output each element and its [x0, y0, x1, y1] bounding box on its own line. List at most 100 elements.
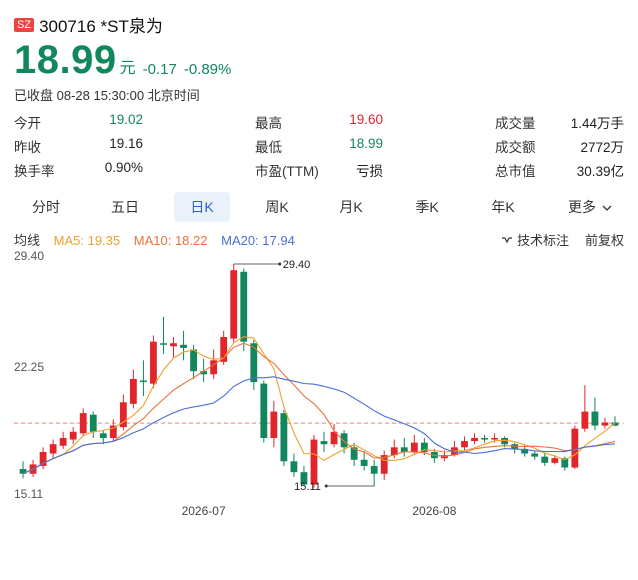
candle-body — [310, 439, 318, 485]
candle — [400, 437, 408, 457]
candle — [601, 417, 609, 429]
candle — [511, 442, 519, 454]
tab-quarterly-k[interactable]: 季K — [415, 199, 439, 215]
candle-body — [109, 425, 117, 438]
candle-body — [380, 455, 388, 474]
forward-adjust-button[interactable]: 前复权 — [584, 233, 624, 248]
market-badge: SZ — [14, 17, 35, 32]
tab-monthly-k[interactable]: 月K — [339, 199, 363, 215]
candle — [79, 408, 87, 437]
current-price: 18.99 — [14, 38, 117, 82]
candle — [310, 434, 318, 488]
candle — [250, 340, 258, 390]
candle — [200, 358, 208, 383]
candle-body — [220, 337, 228, 362]
stat-value-open: 19.02 — [109, 112, 143, 127]
candle — [330, 424, 338, 448]
ma5-label: MA5: 19.35 — [53, 233, 121, 248]
ma10-line — [22, 342, 616, 475]
y-tick-label: 15.11 — [14, 487, 43, 501]
candle — [180, 330, 187, 361]
candle — [59, 431, 67, 449]
candle-body — [410, 442, 418, 452]
candle — [109, 419, 117, 442]
stat-value-prev-close: 19.16 — [109, 136, 143, 151]
tab-more-label: 更多 — [568, 199, 597, 215]
candle-body — [230, 270, 238, 339]
stat-label-turnover-amount: 成交额 — [495, 140, 536, 155]
high-annotation-label: 29.40 — [283, 259, 311, 271]
tab-yearly-k[interactable]: 年K — [491, 199, 515, 215]
candle — [170, 337, 177, 358]
stats-row: 换手率 0.90% 市盈(TTM) 亏损 总市值 30.39亿 — [14, 160, 626, 184]
candle-body — [340, 433, 348, 448]
candle — [370, 459, 378, 486]
quote-row: 18.99 元 -0.17 -0.89% — [14, 38, 231, 82]
technical-annotation-button[interactable]: 技术标注 — [516, 233, 569, 248]
ma10-label: MA10: 18.22 — [133, 233, 208, 248]
candle — [89, 411, 97, 438]
candle — [531, 450, 539, 460]
candle — [190, 344, 197, 379]
stat-label-high: 最高 — [255, 116, 282, 131]
stat-value-low: 18.99 — [349, 136, 383, 151]
low-annotation-dot — [324, 484, 328, 488]
stats-row: 昨收 19.16 最低 18.99 成交额 2772万 — [14, 136, 626, 160]
candle — [561, 456, 569, 471]
candle-body — [150, 341, 157, 384]
candle-body — [49, 444, 57, 454]
period-tabs: 分时 五日 日K 周K 月K 季K 年K 更多 — [14, 192, 626, 222]
candle — [220, 330, 228, 365]
price-change: -0.17 — [142, 61, 177, 78]
ma-legend: 均线 MA5: 19.35 MA10: 18.22 MA20: 17.94 — [14, 230, 295, 249]
candle-body — [59, 437, 67, 446]
candle-body — [400, 447, 408, 452]
stat-label-prev-close: 昨收 — [14, 140, 41, 155]
stock-code-name: 300716 *ST泉为 — [39, 17, 163, 36]
candle-body — [180, 344, 187, 348]
candle-body — [260, 383, 268, 438]
candle-body — [160, 343, 167, 345]
candle-body — [390, 447, 398, 456]
candle-body — [420, 442, 428, 452]
stat-label-low: 最低 — [255, 140, 282, 155]
stat-label-open: 今开 — [14, 116, 41, 131]
tab-five-day[interactable]: 五日 — [111, 199, 139, 215]
stock-header: SZ 300716 *ST泉为 — [14, 12, 163, 37]
tab-weekly-k[interactable]: 周K — [265, 199, 289, 215]
candle-body — [501, 437, 509, 445]
candle — [39, 447, 47, 470]
candle — [420, 437, 428, 456]
stat-value-high: 19.60 — [349, 112, 383, 127]
candle — [260, 380, 268, 443]
candle-body — [330, 431, 338, 445]
tab-intraday[interactable]: 分时 — [32, 199, 60, 215]
stat-value-pe: 亏损 — [356, 164, 383, 179]
candle-body — [521, 448, 529, 454]
candle-body — [69, 431, 77, 440]
candle-body — [541, 456, 549, 463]
candle — [350, 442, 358, 466]
candle — [320, 431, 328, 452]
candle — [551, 455, 559, 465]
candle-body — [360, 459, 368, 466]
chevron-down-icon — [602, 205, 612, 212]
candle — [581, 385, 589, 432]
chart-tools: 技术标注 前复权 — [501, 230, 624, 249]
candle — [471, 433, 478, 445]
candle — [461, 436, 468, 451]
candle-body — [250, 343, 258, 383]
price-change-percent: -0.89% — [183, 61, 232, 78]
tab-daily-k[interactable]: 日K — [174, 192, 230, 222]
candlestick-chart: 29.40 22.25 15.11 29.40 15.11 2026-07 2026-08 — [14, 250, 624, 518]
candle — [521, 445, 529, 457]
candle-body — [39, 451, 47, 466]
candle-body — [320, 441, 328, 445]
y-tick-label: 29.40 — [14, 250, 44, 263]
candle — [99, 430, 107, 445]
candle-body — [119, 402, 127, 428]
candle — [230, 264, 238, 344]
tab-more[interactable]: 更多 — [554, 192, 626, 222]
candle-body — [19, 469, 27, 474]
candle-body — [270, 411, 278, 438]
